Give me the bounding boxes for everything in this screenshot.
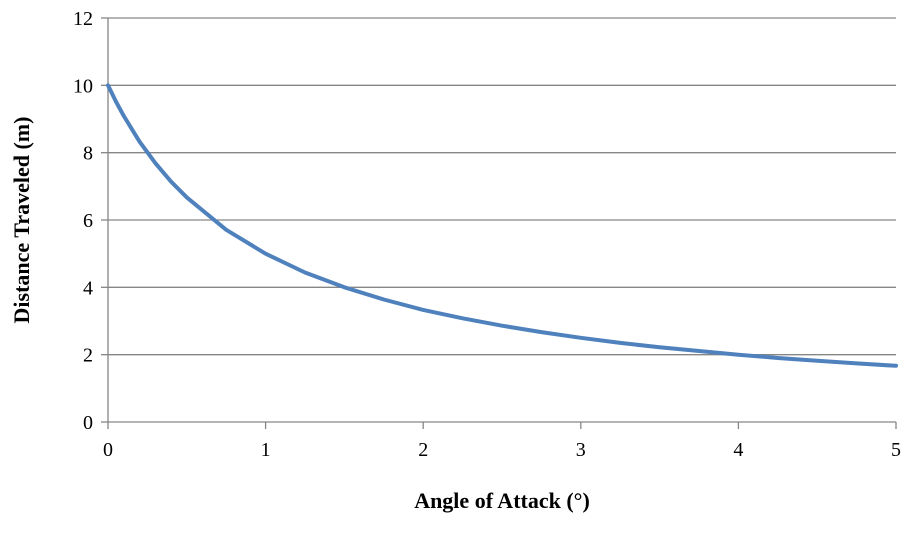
series-group [106, 83, 898, 368]
x-tick-label: 5 [891, 439, 901, 461]
x-tick-label: 4 [733, 439, 743, 461]
y-tick-label: 0 [83, 412, 93, 434]
x-tick-label: 0 [103, 439, 113, 461]
x-tick-label: 2 [418, 439, 428, 461]
y-tick-label: 12 [73, 8, 93, 30]
y-tick-label: 2 [83, 345, 93, 367]
x-tick-label: 1 [261, 439, 271, 461]
x-tick-label: 3 [576, 439, 586, 461]
y-axis-title: Distance Traveled (m) [9, 117, 34, 324]
grid-lines [108, 17, 896, 356]
y-tick-label: 8 [83, 143, 93, 165]
y-tick-label: 10 [73, 75, 93, 97]
x-axis-title: Angle of Attack (°) [414, 488, 590, 513]
series-line [106, 83, 898, 368]
y-tick-label: 6 [83, 210, 93, 232]
y-tick-label: 4 [83, 277, 93, 299]
